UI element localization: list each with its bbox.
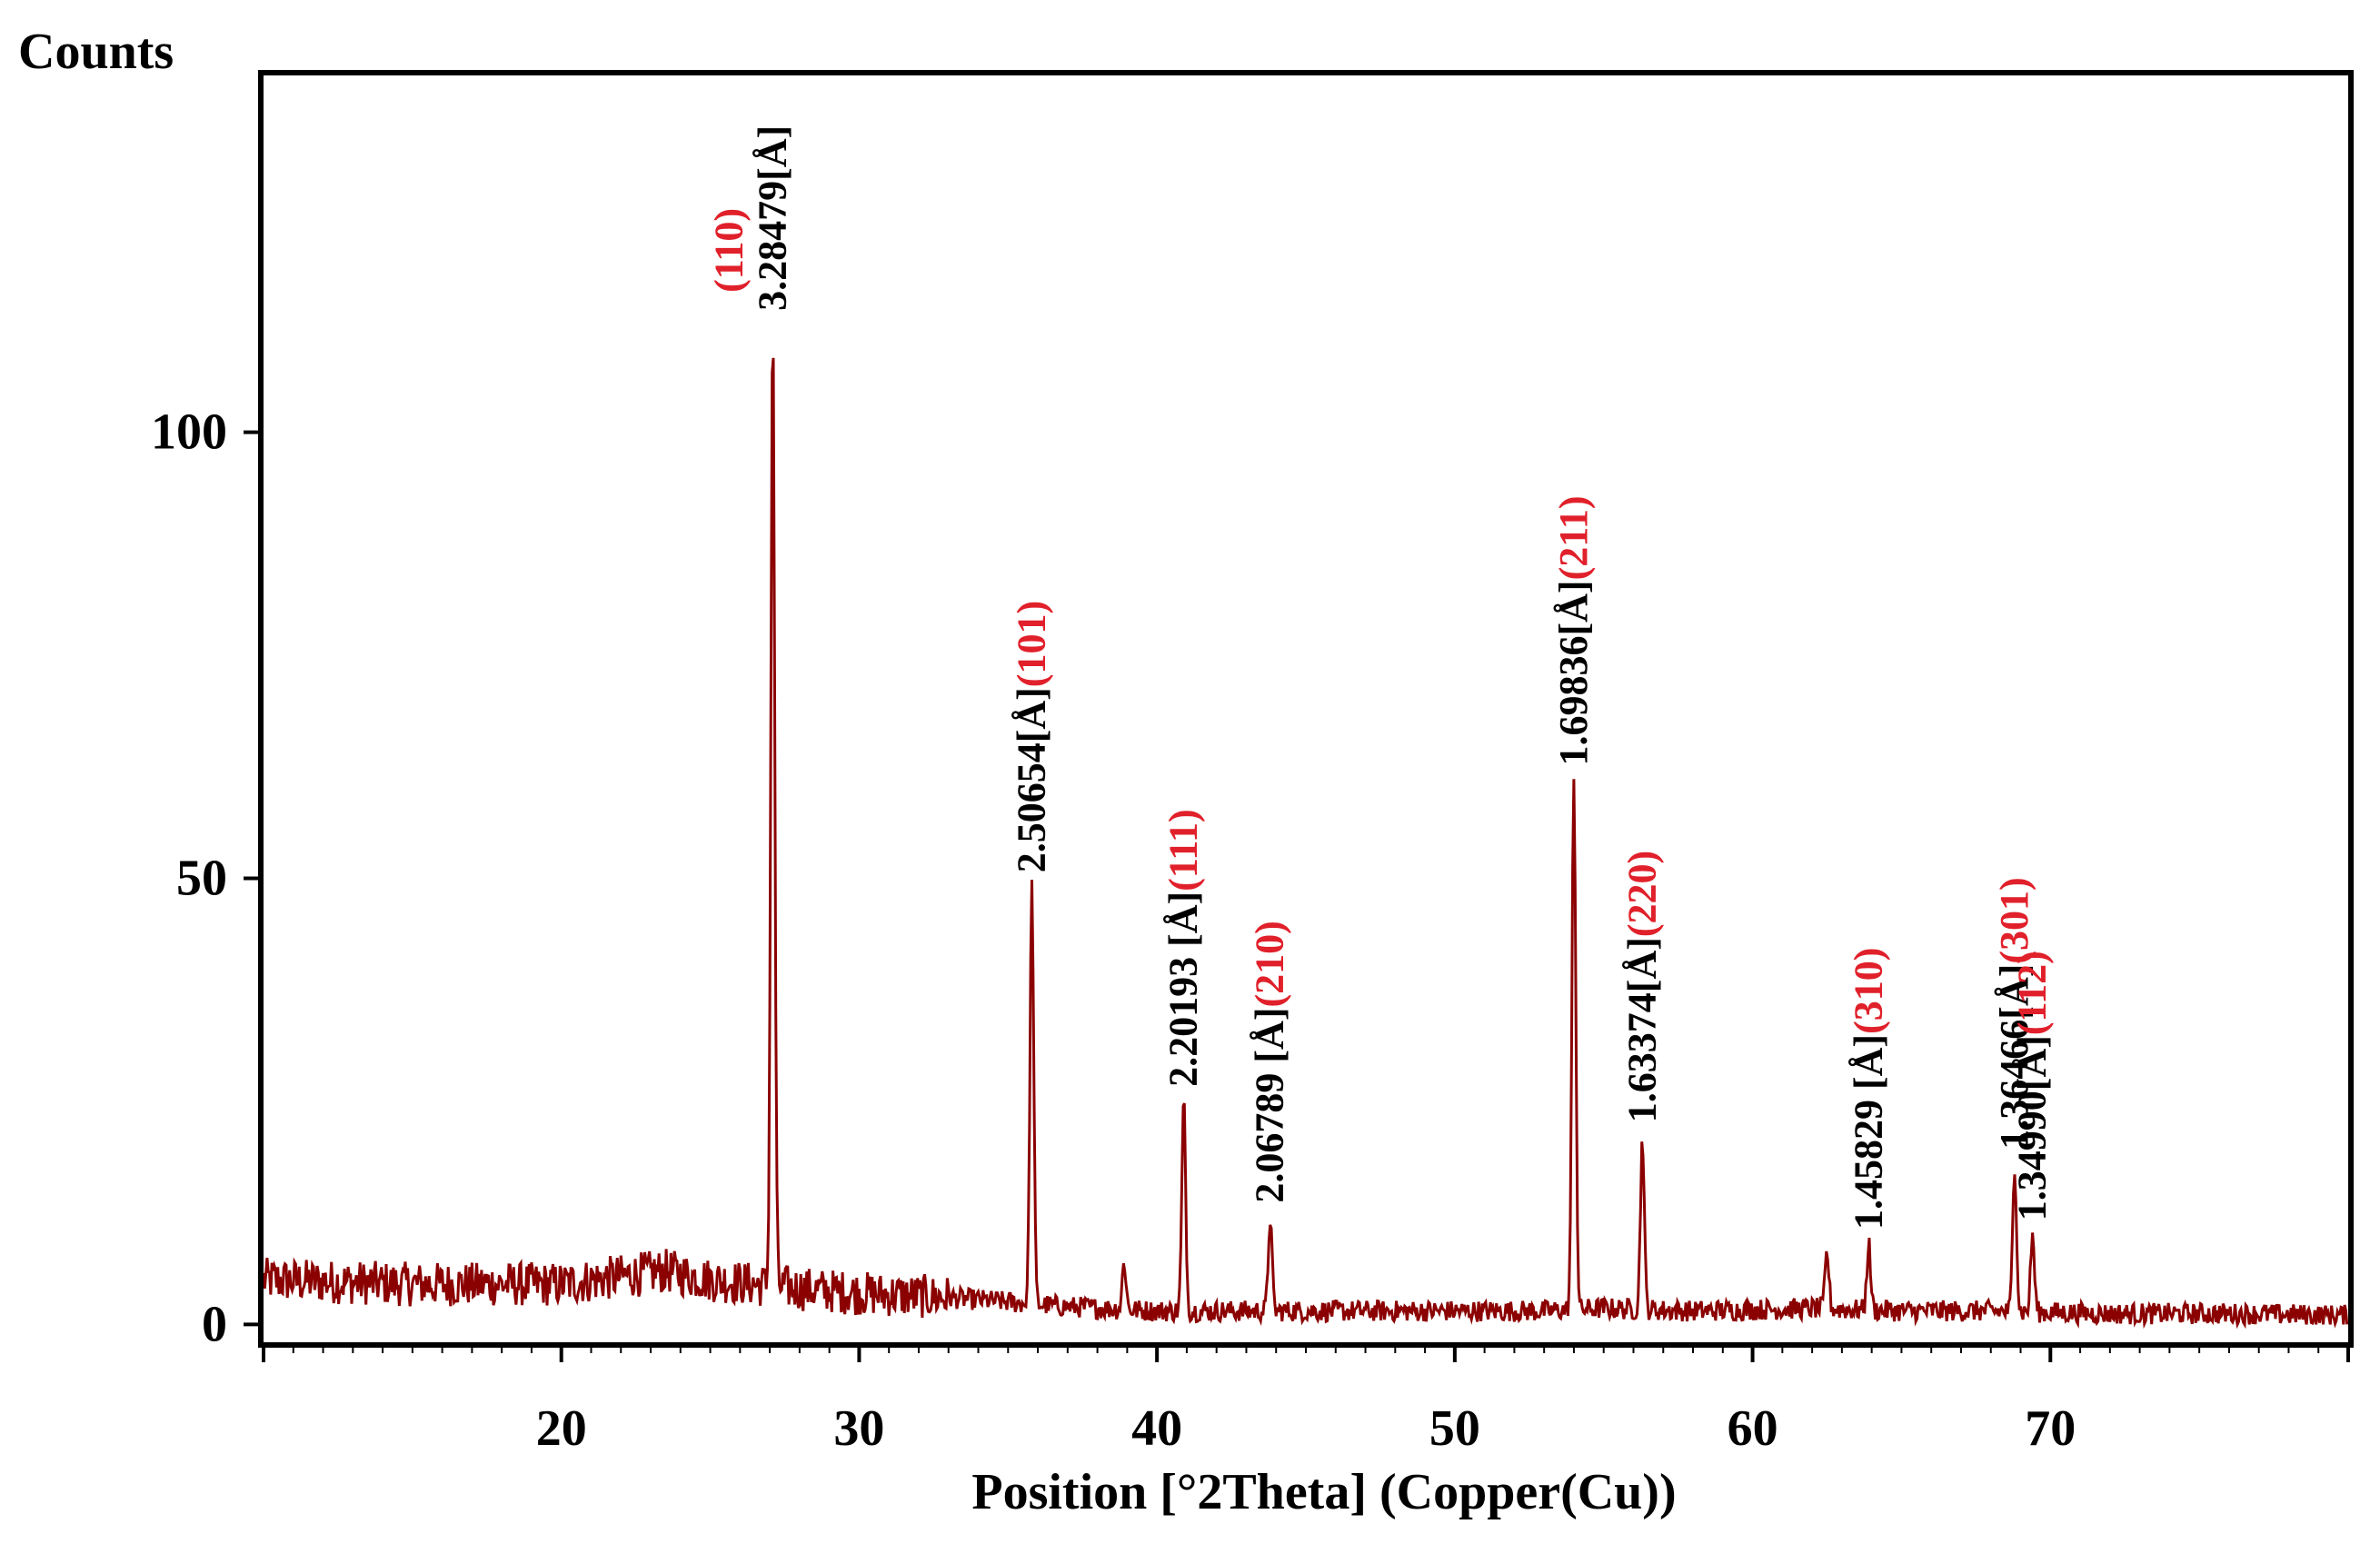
peak-hkl: (220): [1619, 851, 1664, 937]
peak-d-spacing: 2.20193 [Å]: [1161, 892, 1206, 1087]
x-tick-label: 50: [1429, 1400, 1480, 1457]
peak-hkl: (111): [1161, 809, 1206, 891]
peak-label-4: 2.06789 [Å](210): [1248, 921, 1292, 1202]
x-tick-label: 70: [2025, 1400, 2076, 1457]
peak-hkl: (101): [1010, 601, 1054, 687]
y-tick-label: 0: [202, 1296, 227, 1352]
peak-d-spacing: 2.06789 [Å]: [1248, 1008, 1292, 1203]
peak-label-5: 1.69836[Å](211): [1551, 496, 1596, 766]
peak-label-1-hkl: (110): [706, 208, 751, 293]
peak-label-1: 3.28479[Å]: [750, 125, 794, 311]
peak-d-spacing: 1.69836[Å]: [1551, 580, 1596, 765]
y-tick-label: 50: [176, 851, 227, 907]
peak-label-3: 2.20193 [Å](111): [1161, 809, 1206, 1087]
peak-hkl: (211): [1551, 496, 1596, 581]
peak-hkl: (112): [2010, 951, 2055, 1035]
peak-d-spacing: 1.34990[Å]: [2010, 1035, 2055, 1220]
peak-hkl: (110): [706, 208, 751, 293]
y-tick-label: 100: [151, 404, 227, 461]
x-axis-title: Position [°2Theta] (Copper(Cu)): [971, 1464, 1676, 1520]
peak-d-spacing: 1.36466[Å]: [1992, 964, 2036, 1150]
plot-frame: [258, 70, 2354, 1348]
peak-label-8: 1.36466[Å](301): [1992, 877, 2036, 1149]
peak-label-9: 1.34990[Å](112): [2010, 951, 2055, 1220]
x-tick-label: 20: [536, 1400, 587, 1457]
peak-labels: 3.28479[Å](110) 2.50654[Å](101) 2.20193 [Å…: [706, 125, 2054, 1230]
peak-label-7: 1.45829 [Å](310): [1846, 948, 1890, 1230]
peak-label-2: 2.50654[Å](101): [1010, 601, 1054, 872]
peak-d-spacing: 1.45829 [Å]: [1846, 1034, 1890, 1230]
peak-d-spacing: 2.50654[Å]: [1010, 687, 1054, 872]
peak-hkl: (301): [1992, 877, 2036, 963]
axis-ticks: 0 50 100 20 30 40 50 60 70: [151, 404, 2350, 1457]
peak-hkl: (210): [1248, 921, 1292, 1007]
x-tick-label: 60: [1728, 1400, 1778, 1457]
peak-label-6: 1.63374[Å](220): [1619, 851, 1664, 1122]
peak-hkl: (310): [1846, 948, 1890, 1034]
x-tick-label: 30: [833, 1400, 884, 1457]
y-axis-title: Counts: [18, 24, 174, 80]
peak-d-spacing: 1.63374[Å]: [1619, 937, 1664, 1122]
peak-d-spacing: 3.28479[Å]: [750, 125, 794, 311]
diffraction-pattern-line: [264, 357, 2348, 1330]
x-tick-label: 40: [1131, 1400, 1182, 1457]
